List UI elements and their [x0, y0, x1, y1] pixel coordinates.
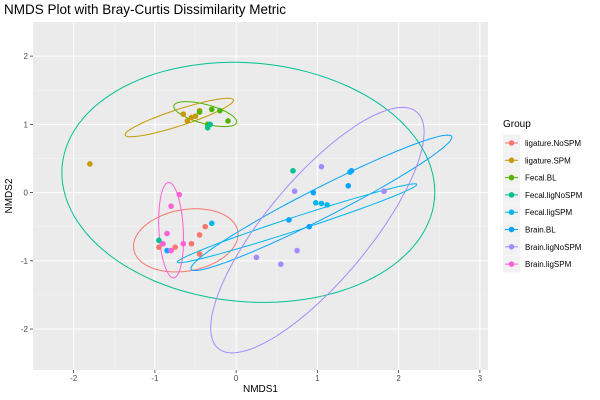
- point-Fecal.ligSPM: [312, 200, 319, 206]
- legend-key-point: [508, 174, 515, 181]
- point-ligature.SPM: [184, 118, 191, 124]
- ellipse-Fecal.BL: [173, 101, 238, 128]
- legend-key-point: [508, 226, 515, 233]
- legend-label: Brain.BL: [525, 226, 556, 235]
- point-Brain.ligNoSPM: [294, 247, 300, 254]
- point-Fecal.BL: [196, 109, 203, 115]
- point-Brain.ligNoSPM: [278, 261, 284, 268]
- point-Fecal.ligNoSPM: [290, 167, 296, 174]
- point-Fecal.ligNoSPM: [207, 121, 213, 128]
- point-Brain.BL: [345, 182, 352, 189]
- legend-key-point: [508, 261, 515, 267]
- legend: Group ligature.NoSPM ligature.SPM Fecal.BL…: [503, 119, 583, 273]
- point-Brain.BL: [306, 223, 313, 230]
- y-tick-label: 1: [24, 120, 29, 129]
- point-Brain.ligNoSPM: [253, 254, 260, 261]
- point-Brain.ligNoSPM: [318, 163, 325, 170]
- ellipse-Fecal.ligSPM: [176, 183, 418, 264]
- point-ligature.NoSPM: [196, 251, 203, 257]
- point-ligature.SPM: [87, 161, 93, 167]
- point-Brain.ligSPM: [160, 240, 166, 247]
- ellipse-ligature.SPM: [124, 97, 234, 138]
- point-Fecal.ligNoSPM: [156, 237, 162, 244]
- point-Fecal.ligSPM: [208, 220, 215, 227]
- axis-ticks: -2 -1 0 1 2 3 -2 -1 0 1 2: [21, 52, 483, 383]
- x-tick-label: 0: [234, 374, 239, 383]
- y-tick-label: -1: [21, 257, 29, 266]
- point-Fecal.BL: [217, 107, 223, 114]
- x-axis-label: NMDS1: [243, 384, 278, 395]
- point-Fecal.BL: [208, 106, 215, 113]
- y-tick-label: -2: [21, 325, 29, 334]
- point-ligature.NoSPM: [172, 244, 178, 250]
- ellipse-Brain.ligSPM: [158, 181, 184, 279]
- data-points: [87, 106, 387, 268]
- x-tick-label: -1: [151, 374, 159, 383]
- x-tick-label: 1: [315, 374, 320, 383]
- point-Brain.BL: [286, 217, 292, 223]
- legend-label: ligature.SPM: [525, 156, 571, 165]
- x-tick-label: 3: [478, 374, 483, 383]
- legend-key-point: [508, 244, 515, 250]
- legend-key-point: [508, 157, 515, 164]
- point-Fecal.BL: [225, 118, 231, 124]
- ellipse-ligature.NoSPM: [133, 208, 239, 273]
- point-Brain.ligSPM: [180, 240, 187, 247]
- point-ligature.SPM: [192, 113, 199, 119]
- y-axis-label: NMDS2: [4, 178, 15, 213]
- point-ligature.NoSPM: [156, 244, 162, 250]
- point-Brain.ligSPM: [176, 191, 183, 198]
- grid-lines: [33, 22, 488, 370]
- point-Brain.BL: [348, 167, 355, 174]
- legend-title: Group: [503, 119, 531, 130]
- y-tick-label: 2: [24, 52, 29, 61]
- point-ligature.SPM: [180, 111, 187, 117]
- ellipse-Fecal.ligNoSPM: [61, 61, 436, 303]
- legend-key-point: [508, 192, 515, 198]
- legend-label: ligature.NoSPM: [525, 139, 581, 148]
- point-ligature.NoSPM: [202, 223, 209, 230]
- point-Brain.ligSPM: [168, 247, 174, 254]
- legend-label: Brain.ligSPM: [525, 260, 572, 269]
- point-Fecal.ligSPM: [324, 202, 330, 208]
- legend-label: Fecal.ligSPM: [525, 208, 572, 217]
- point-ligature.NoSPM: [188, 240, 195, 247]
- point-Brain.ligSPM: [168, 203, 174, 210]
- legend-key-point: [508, 209, 515, 215]
- legend-label: Fecal.ligNoSPM: [525, 191, 583, 200]
- point-Brain.BL: [164, 247, 170, 254]
- ellipse-Brain.BL: [190, 134, 453, 271]
- legend-label: Brain.ligNoSPM: [525, 243, 582, 252]
- x-tick-label: -2: [70, 374, 78, 383]
- chart-title: NMDS Plot with Bray-Curtis Dissimilarity…: [4, 2, 287, 17]
- confidence-ellipses: [61, 61, 453, 354]
- legend-label: Fecal.BL: [525, 174, 557, 183]
- y-tick-label: 0: [24, 189, 29, 198]
- point-Brain.BL: [310, 189, 317, 196]
- plot-panel: [33, 22, 488, 370]
- ellipse-Brain.ligNoSPM: [210, 106, 425, 354]
- x-tick-label: 2: [396, 374, 401, 383]
- point-Brain.ligSPM: [164, 230, 170, 237]
- legend-key-point: [508, 140, 515, 146]
- point-Fecal.ligSPM: [318, 200, 325, 207]
- point-ligature.NoSPM: [196, 232, 203, 238]
- point-Brain.ligNoSPM: [381, 188, 387, 195]
- point-Brain.ligNoSPM: [291, 188, 298, 195]
